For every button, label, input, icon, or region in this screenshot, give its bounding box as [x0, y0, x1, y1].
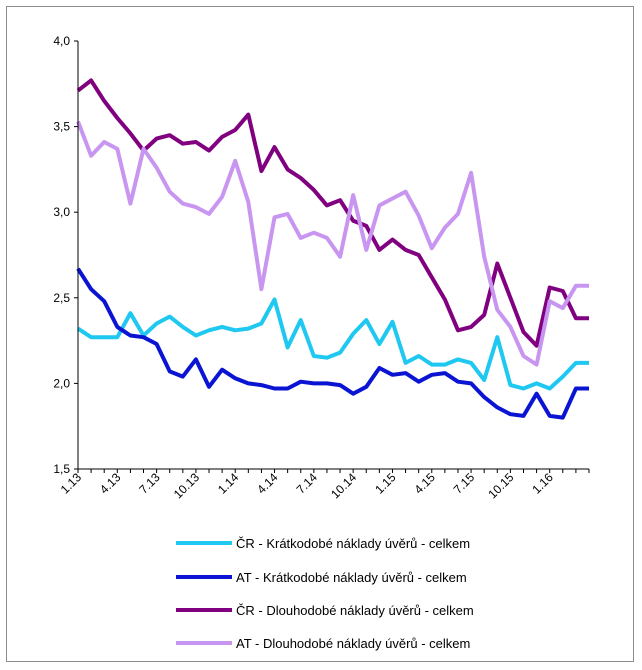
y-tick-label: 1,5: [53, 462, 70, 476]
legend-label-3: ČR - Dlouhodobé náklady úvěrů - celkem: [236, 603, 474, 618]
x-tick-label: 4.14: [254, 470, 281, 497]
x-tick-label: 7.15: [451, 470, 478, 497]
legend: ČR - Krátkodobé náklady úvěrů - celkem AT…: [176, 536, 474, 651]
plot-area: [76, 78, 589, 420]
legend-label-4: AT - Dlouhodobé náklady úvěrů - celkem: [236, 636, 470, 651]
legend-label-2: AT - Krátkodobé náklady úvěrů - celkem: [236, 570, 467, 585]
y-axis: 1,5 2,0 2,5 3,0 3,5 4,0: [53, 34, 79, 476]
series-line-4: [76, 120, 589, 367]
series-line-2: [76, 267, 589, 420]
x-tick-label: 7.14: [294, 470, 321, 497]
y-tick-label: 2,0: [53, 376, 70, 390]
x-tick-label: 7.13: [136, 470, 163, 497]
x-tick-label: 1.15: [372, 470, 399, 497]
x-tick-label: 10.14: [328, 470, 359, 501]
chart-frame: [6, 6, 634, 662]
y-tick-label: 3,0: [53, 205, 70, 219]
x-tick-label: 4.15: [411, 470, 438, 497]
series-line-3: [76, 78, 589, 348]
x-tick-label: 10.13: [171, 470, 202, 501]
x-tick-label: 1.16: [529, 470, 556, 497]
x-tick-label: 10.15: [485, 470, 516, 501]
x-tick-label: 4.13: [97, 470, 124, 497]
x-axis: 1.13 4.13 7.13 10.13 1.14 4.14 7.14 10.14 1.15 4.…: [58, 468, 590, 501]
x-tick-label: 1.14: [215, 470, 242, 497]
legend-label-1: ČR - Krátkodobé náklady úvěrů - celkem: [236, 536, 470, 551]
series-line-1: [76, 297, 589, 391]
y-tick-label: 4,0: [53, 34, 70, 48]
y-tick-label: 3,5: [53, 120, 70, 134]
y-tick-label: 2,5: [53, 291, 70, 305]
